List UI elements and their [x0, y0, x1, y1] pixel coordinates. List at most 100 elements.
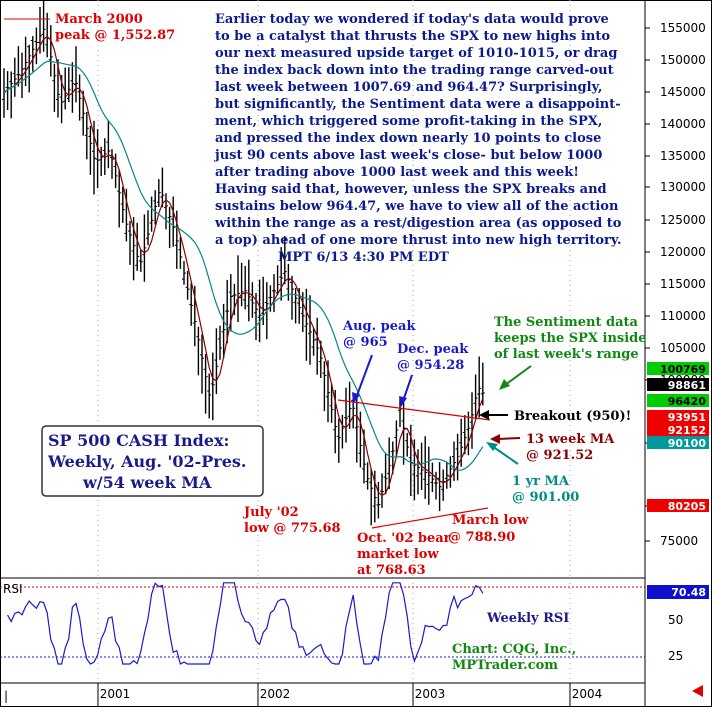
y-tick-label: 105000: [660, 341, 706, 355]
y-tick-label: 155000: [660, 21, 706, 35]
commentary-line: after trading above 1000 last week and t…: [215, 165, 579, 180]
price-tag-text: 98861: [668, 379, 706, 392]
rsi-label: RSI: [3, 582, 23, 596]
y-tick-label: 135000: [660, 149, 706, 163]
price-tag: [647, 362, 709, 375]
ma-13-week-line: [3, 35, 484, 497]
annotation-text: @ 901.00: [512, 490, 579, 505]
commentary-line: Earlier today we wondered if today's dat…: [215, 12, 609, 27]
chart-title-line: Weekly, Aug. '02-Pres.: [47, 452, 247, 471]
ma-1-year-line: [3, 60, 484, 471]
commentary-line: last week between 1007.69 and 964.47? Su…: [215, 80, 602, 95]
price-tag: [647, 436, 709, 449]
annotation-1yr-ma: 1 yr MA @ 901.00: [486, 442, 579, 505]
y-tick-label: 125000: [660, 213, 706, 227]
price-tag-text: 96420: [668, 395, 707, 408]
price-tag: [647, 499, 709, 512]
commentary-line: within the range as a rest/digestion are…: [214, 216, 622, 231]
chart-credit: Chart: CQG, Inc.,: [452, 642, 576, 657]
rsi-value-text: 70.48: [671, 586, 706, 599]
annotation-text: @ 965: [343, 335, 388, 350]
annotation-text: keeps the SPX inside: [494, 331, 647, 346]
y-tick-label: 140000: [660, 117, 706, 131]
annotation-text: @ 788.90: [448, 530, 515, 545]
annotation-sentiment: The Sentiment data keeps the SPX inside …: [494, 315, 647, 390]
rsi-value-tag: [647, 585, 709, 599]
annotation-text: March low: [452, 513, 529, 528]
moving-averages: [3, 35, 484, 497]
annotation-text: July '02: [243, 505, 299, 520]
price-tag: [647, 394, 709, 407]
annotation-breakout: Breakout (950)!: [479, 409, 631, 424]
annotation-march-2000: March 2000 peak @ 1,552.87: [4, 12, 175, 43]
annotation-july-low: July '02 low @ 775.68: [243, 505, 341, 536]
commentary-line: just 90 cents above last week's close- b…: [214, 148, 602, 163]
annotation-text: at 768.63: [357, 563, 426, 578]
annotation-text: of last week's range: [494, 347, 639, 362]
scroll-left-icon[interactable]: [692, 685, 703, 697]
rsi-tick: 25: [668, 649, 683, 663]
y-tick-label: 120000: [660, 245, 706, 259]
rsi-tick: 50: [668, 613, 683, 627]
grid-layer: [97, 0, 571, 683]
y-tick-label: 130000: [660, 180, 706, 194]
resistance-trendline: [337, 399, 491, 421]
annotation-text: March 2000: [55, 12, 143, 27]
annotation-text: Oct. '02 bear: [357, 531, 451, 546]
y-tick-label: 150000: [660, 53, 706, 67]
commentary-line: sustains below 964.47, we have to view a…: [215, 199, 619, 214]
price-tag-text: 80205: [668, 500, 706, 513]
commentary-line: and pressed the index down nearly 10 poi…: [215, 131, 601, 146]
annotation-text: Dec. peak: [397, 342, 469, 357]
annotation-dec-peak: Dec. peak @ 954.28: [397, 342, 469, 407]
annotation-text: 13 week MA: [526, 432, 615, 447]
annotation-text: Breakout (950)!: [514, 409, 631, 424]
x-tick-label: 2002: [260, 687, 291, 701]
rsi-series-label: Weekly RSI: [486, 611, 569, 626]
commentary-line: Having said that, however, unless the SP…: [215, 182, 607, 197]
annotation-13wk-ma: 13 week MA @ 921.52: [490, 432, 615, 463]
annotation-text: 1 yr MA: [512, 474, 570, 489]
support-trendline: [371, 507, 489, 529]
annotation-aug-peak: Aug. peak @ 965: [342, 319, 416, 404]
annotation-text: @ 921.52: [526, 448, 593, 463]
chart-credit: MPTrader.com: [452, 658, 558, 673]
annotation-text: low @ 775.68: [244, 521, 341, 536]
time-axis-start-mark: |: [4, 689, 8, 703]
rsi-line: [7, 582, 484, 665]
trend-lines: [337, 399, 491, 529]
price-tag-text: 90100: [668, 437, 707, 450]
annotation-text: market low: [357, 547, 439, 562]
x-tick-label: 2001: [100, 687, 131, 701]
annotation-text: Aug. peak: [342, 319, 416, 334]
y-tick-label: 115000: [660, 277, 706, 291]
price-bars: [2, 0, 485, 526]
price-tag-text: 100769: [660, 363, 706, 376]
price-tag-text: 93951: [668, 411, 706, 424]
y-tick-label: 145000: [660, 85, 706, 99]
x-tick-label: 2003: [415, 687, 446, 701]
annotation-text: The Sentiment data: [494, 315, 639, 330]
commentary: Earlier today we wondered if today's dat…: [214, 12, 622, 265]
commentary-line: ment, which triggered some profit-taking…: [215, 114, 602, 129]
commentary-line: to be a catalyst that thrusts the SPX to…: [215, 29, 610, 44]
chart-title-line: SP 500 CASH Index:: [48, 431, 229, 450]
commentary-line: our next measured upside target of 1010-…: [215, 46, 617, 61]
price-tag-text: 92152: [668, 424, 706, 437]
annotation-text: peak @ 1,552.87: [55, 28, 175, 43]
chart-title-line: w/54 week MA: [82, 473, 212, 492]
y-tick-label: 75000: [660, 534, 698, 548]
price-tag: [647, 423, 709, 436]
rsi-layer: [0, 582, 645, 665]
annotation-text: @ 954.28: [397, 358, 464, 373]
annotation-march-low: March low @ 788.90: [448, 513, 529, 545]
price-tag: [647, 378, 709, 391]
annotation-oct-low: Oct. '02 bear market low at 768.63: [357, 531, 451, 578]
axis-layer: 155000 150000 145000 140000 135000 130000 1250…: [97, 21, 709, 707]
price-tag: [647, 410, 709, 423]
commentary-line: but significantly, the Sentiment data we…: [215, 97, 621, 112]
x-tick-label: 2004: [572, 687, 603, 701]
commentary-signature: MPT 6/13 4:30 PM EDT: [278, 250, 449, 265]
